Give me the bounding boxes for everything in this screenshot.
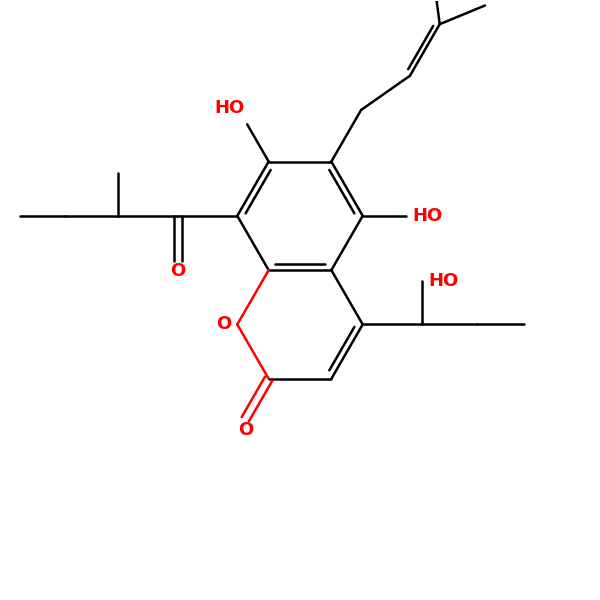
Text: O: O [238,421,253,439]
Text: O: O [217,316,232,334]
Text: HO: HO [413,207,443,225]
Text: HO: HO [428,272,458,290]
Text: HO: HO [214,99,244,117]
Text: O: O [170,262,185,280]
